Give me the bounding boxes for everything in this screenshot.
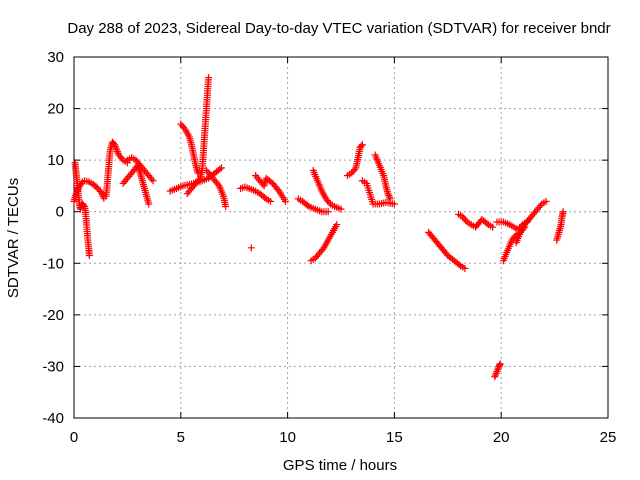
x-tick-label: 5	[177, 429, 185, 446]
data-point	[357, 142, 365, 150]
data-point	[386, 195, 394, 203]
x-axis-label: GPS time / hours	[283, 457, 397, 474]
data-point	[493, 368, 501, 376]
data-point	[180, 123, 188, 131]
data-point	[98, 189, 106, 197]
y-tick-label: 20	[47, 101, 64, 118]
data-point	[559, 208, 567, 216]
data-point	[80, 201, 88, 209]
data-point	[113, 146, 121, 154]
data-point	[98, 191, 106, 199]
y-tick-label: -30	[42, 358, 64, 375]
data-point	[303, 201, 311, 209]
data-point	[385, 193, 393, 201]
data-point	[455, 261, 463, 269]
x-tick-label: 0	[70, 429, 78, 446]
data-point	[461, 264, 469, 272]
data-point	[111, 141, 119, 149]
data-point	[492, 371, 500, 379]
data-point	[281, 197, 289, 205]
data-point	[324, 208, 332, 216]
y-tick-label: 30	[47, 49, 64, 66]
y-tick-label: -40	[42, 410, 64, 427]
data-point	[351, 166, 359, 174]
data-point	[325, 198, 333, 206]
x-tick-label: 15	[386, 429, 403, 446]
x-tick-label: 25	[600, 429, 617, 446]
data-point	[489, 223, 497, 231]
data-point	[145, 200, 153, 208]
y-tick-label: -20	[42, 307, 64, 324]
data-point	[536, 202, 544, 210]
data-point	[462, 216, 470, 224]
data-point	[149, 177, 157, 185]
data-point	[491, 373, 499, 381]
data-point	[111, 142, 119, 150]
x-tick-label: 20	[493, 429, 510, 446]
data-point	[496, 360, 504, 368]
data-point	[195, 176, 203, 184]
data-points	[70, 74, 567, 381]
data-point	[337, 205, 345, 213]
x-tick-label: 10	[279, 429, 296, 446]
data-point	[112, 144, 120, 152]
data-point	[494, 364, 502, 372]
y-axis-label: SDTVAR / TECUs	[5, 178, 22, 298]
data-point	[118, 154, 126, 162]
gridlines	[74, 57, 608, 418]
data-point	[267, 197, 275, 205]
y-tick-label: 0	[56, 204, 64, 221]
data-point	[483, 219, 491, 227]
y-tick-label: -10	[42, 255, 64, 272]
data-point	[113, 148, 121, 156]
data-point	[148, 175, 156, 183]
data-point	[333, 221, 341, 229]
data-point	[494, 366, 502, 374]
data-point	[205, 74, 213, 82]
data-point	[384, 190, 392, 198]
data-point	[222, 203, 230, 211]
data-point	[274, 186, 282, 194]
data-point	[214, 180, 222, 188]
data-point	[216, 165, 224, 173]
data-point	[247, 244, 255, 252]
data-point	[217, 164, 225, 172]
data-point	[492, 369, 500, 377]
axis-ticks: 0 5 10 15 20 25 -40 -30 -20 -10 0 10 20 30	[42, 49, 616, 446]
chart-title: Day 288 of 2023, Sidereal Day-to-day VTE…	[67, 20, 610, 37]
data-point	[390, 200, 398, 208]
data-point	[385, 191, 393, 199]
plot-frame	[73, 56, 609, 419]
data-point	[358, 141, 366, 149]
y-tick-label: 10	[47, 152, 64, 169]
data-point	[542, 197, 550, 205]
data-point	[318, 246, 326, 254]
data-point	[85, 252, 93, 260]
data-point	[261, 194, 269, 202]
